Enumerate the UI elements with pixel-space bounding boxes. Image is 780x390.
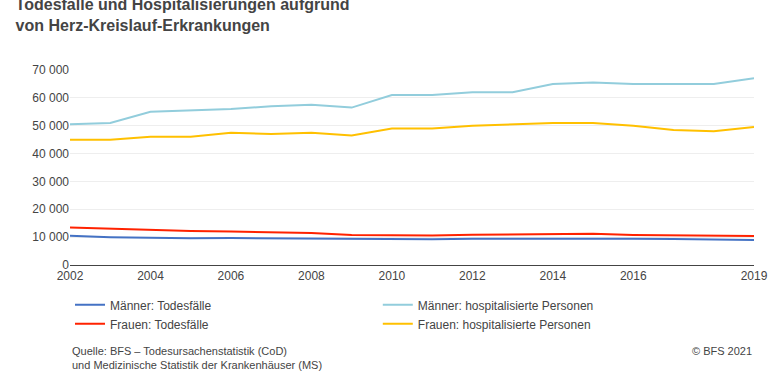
svg-text:Frauen: Todesfälle: Frauen: Todesfälle: [110, 318, 209, 332]
svg-text:2002: 2002: [57, 269, 84, 283]
svg-text:2010: 2010: [379, 269, 406, 283]
svg-text:Quelle: BFS – Todesursachensta: Quelle: BFS – Todesursachenstatistik (Co…: [72, 345, 322, 371]
svg-text:30 000: 30 000: [32, 175, 69, 189]
svg-text:2014: 2014: [539, 269, 566, 283]
svg-text:0: 0: [62, 258, 69, 272]
svg-text:2016: 2016: [620, 269, 647, 283]
svg-text:Männer: hospitalisierte Person: Männer: hospitalisierte Personen: [418, 299, 593, 313]
svg-text:2008: 2008: [298, 269, 325, 283]
svg-text:2004: 2004: [137, 269, 164, 283]
svg-text:50 000: 50 000: [32, 119, 69, 133]
svg-text:2012: 2012: [459, 269, 486, 283]
svg-text:20 000: 20 000: [32, 202, 69, 216]
svg-text:10 000: 10 000: [32, 230, 69, 244]
svg-text:40 000: 40 000: [32, 147, 69, 161]
svg-text:Todesfälle und Hospitalisierun: Todesfälle und Hospitalisierungen aufgru…: [16, 0, 350, 34]
svg-text:Männer: Todesfälle: Männer: Todesfälle: [110, 299, 212, 313]
svg-text:Frauen: hospitalisierte Person: Frauen: hospitalisierte Personen: [418, 318, 591, 332]
svg-text:© BFS 2021: © BFS 2021: [692, 345, 752, 357]
svg-text:70 000: 70 000: [32, 63, 69, 77]
svg-text:2006: 2006: [218, 269, 245, 283]
svg-text:2019: 2019: [741, 269, 768, 283]
svg-text:60 000: 60 000: [32, 91, 69, 105]
